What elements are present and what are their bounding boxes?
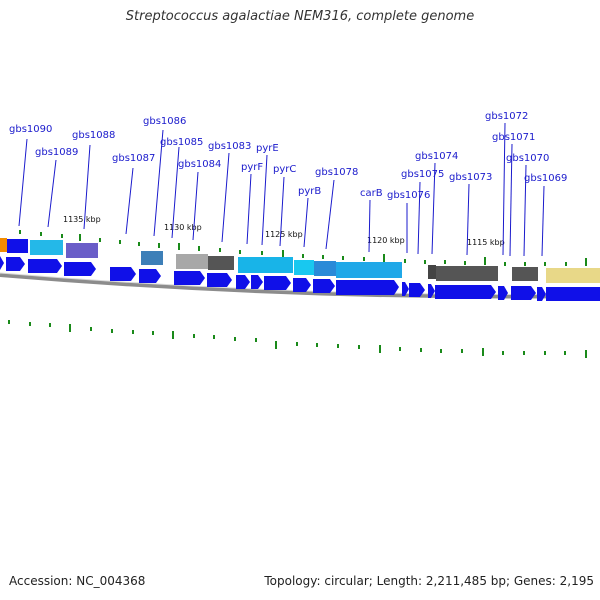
cds-arrow[interactable] (64, 262, 96, 276)
leader-line (509, 143, 513, 257)
feature-box[interactable] (7, 239, 28, 253)
genome-summary-text: Topology: circular; Length: 2,211,485 bp… (264, 574, 594, 588)
gene-leader-lines (18, 122, 545, 257)
leader-line (523, 164, 527, 257)
gene-label[interactable]: gbs1071 (492, 132, 535, 143)
scale-label: 1115 kbp (467, 238, 505, 247)
feature-box[interactable] (314, 261, 336, 276)
upper-ticks (19, 230, 587, 266)
cds-arrow[interactable] (207, 273, 232, 287)
scale-labels: 1135 kbp 1130 kbp 1125 kbp 1120 kbp 1115… (63, 215, 505, 247)
cds-arrow[interactable] (511, 286, 536, 300)
cds-arrow[interactable] (428, 284, 435, 298)
scale-label: 1125 kbp (265, 230, 303, 239)
gene-label[interactable]: gbs1086 (143, 116, 186, 127)
feature-track (0, 238, 600, 283)
feature-box[interactable] (238, 257, 293, 273)
feature-box[interactable] (546, 268, 600, 283)
leader-line (221, 152, 230, 243)
feature-box[interactable] (336, 262, 402, 278)
leader-line (192, 171, 199, 241)
cds-arrow[interactable] (139, 269, 161, 283)
feature-box[interactable] (0, 238, 7, 252)
gene-label[interactable]: gbs1069 (524, 173, 567, 184)
gene-label[interactable]: gbs1074 (415, 151, 458, 162)
gene-label[interactable]: gbs1085 (160, 137, 203, 148)
gene-label[interactable]: pyrE (256, 143, 279, 154)
leader-line (279, 176, 285, 247)
gene-label[interactable]: pyrB (298, 186, 321, 197)
feature-box[interactable] (436, 266, 498, 281)
cds-arrow[interactable] (110, 267, 136, 281)
cds-arrow[interactable] (409, 283, 425, 297)
gene-label[interactable]: gbs1070 (506, 153, 549, 164)
leader-line (18, 138, 28, 227)
feature-box[interactable] (208, 256, 234, 270)
leader-line (83, 144, 91, 230)
cds-arrow[interactable] (293, 278, 311, 292)
leader-line (417, 181, 421, 255)
leader-line (47, 159, 57, 228)
gene-label[interactable]: gbs1090 (9, 124, 52, 135)
leader-line (303, 197, 309, 248)
cds-arrow[interactable] (251, 275, 263, 289)
lower-ticks (8, 320, 587, 358)
leader-line (368, 199, 371, 253)
gene-label[interactable]: gbs1072 (485, 111, 528, 122)
leader-line (431, 162, 436, 255)
cds-arrow[interactable] (28, 259, 62, 273)
accession-text: Accession: NC_004368 (9, 574, 146, 588)
feature-box[interactable] (428, 265, 436, 279)
map-title: Streptococcus agalactiae NEM316, complet… (125, 9, 475, 24)
gene-labels: gbs1090 gbs1089 gbs1088 gbs1087 gbs1086 … (9, 111, 567, 201)
cds-arrow[interactable] (402, 282, 409, 296)
leader-line (541, 185, 545, 257)
leader-line (246, 173, 252, 245)
leader-line (466, 183, 470, 256)
cds-track (0, 256, 600, 301)
feature-box[interactable] (176, 254, 208, 269)
cds-arrow[interactable] (174, 271, 205, 285)
scale-label: 1120 kbp (367, 236, 405, 245)
leader-line (153, 129, 164, 237)
feature-box[interactable] (66, 243, 98, 258)
cds-arrow[interactable] (546, 287, 600, 301)
cds-arrow[interactable] (435, 285, 496, 299)
gene-label[interactable]: gbs1073 (449, 172, 492, 183)
cds-arrow[interactable] (264, 276, 291, 290)
feature-box[interactable] (294, 260, 314, 275)
leader-line (261, 154, 268, 246)
scale-label: 1135 kbp (63, 215, 101, 224)
gene-label[interactable]: pyrC (273, 164, 296, 175)
gene-label[interactable]: gbs1075 (401, 169, 444, 180)
cds-arrow[interactable] (236, 275, 250, 289)
gene-label[interactable]: carB (360, 188, 383, 199)
gene-label[interactable]: gbs1076 (387, 190, 430, 201)
cds-arrow[interactable] (6, 257, 25, 271)
feature-box[interactable] (512, 267, 538, 281)
gene-label[interactable]: gbs1078 (315, 167, 358, 178)
feature-box[interactable] (141, 251, 163, 265)
leader-line (325, 179, 335, 250)
gene-label[interactable]: pyrF (241, 162, 263, 173)
cds-arrow[interactable] (336, 280, 399, 295)
gene-label[interactable]: gbs1088 (72, 130, 115, 141)
gene-label[interactable]: gbs1083 (208, 141, 251, 152)
cds-arrow[interactable] (537, 287, 546, 301)
gene-label[interactable]: gbs1084 (178, 159, 221, 170)
scale-label: 1130 kbp (164, 223, 202, 232)
leader-line (502, 122, 506, 256)
gene-label[interactable]: gbs1087 (112, 153, 155, 164)
feature-box[interactable] (30, 240, 63, 255)
leader-line (125, 167, 134, 235)
cds-arrow[interactable] (313, 279, 335, 293)
leader-line (171, 146, 180, 239)
cds-arrow[interactable] (498, 286, 508, 300)
gene-label[interactable]: gbs1089 (35, 147, 78, 158)
cds-arrow[interactable] (0, 256, 4, 270)
